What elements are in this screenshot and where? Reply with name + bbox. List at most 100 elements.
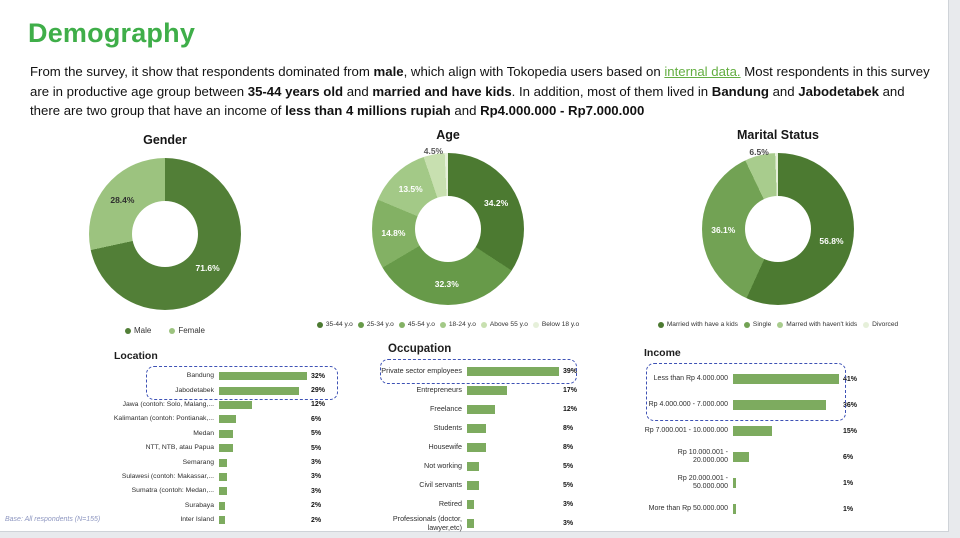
intro-segment: and: [343, 83, 373, 99]
bar: [733, 504, 736, 514]
legend-item: 25-34 y.o: [357, 321, 394, 328]
bar: [219, 458, 228, 467]
bar-category-label: Students: [433, 423, 462, 433]
bar-category-label: Jawa (contoh: Solo, Malang,...: [122, 401, 214, 409]
legend-label: Below 18 y.o: [541, 321, 580, 328]
bar-track: [467, 424, 559, 433]
legend-item: Married with have a kids: [657, 321, 738, 328]
legend-swatch-icon: [863, 321, 870, 328]
bar-value-label: 5%: [311, 430, 322, 438]
bar-category-label: Medan: [193, 429, 214, 437]
intro-segment: . In addition, most of them lived in: [511, 83, 712, 99]
bar-track: [733, 400, 839, 410]
bar-category-label: Civil servants: [419, 480, 462, 490]
bar-track: [467, 462, 559, 471]
bar-track: [467, 443, 559, 452]
bar-value-label: 3%: [311, 487, 322, 495]
bar: [467, 443, 486, 452]
bar-row: Housewife 8%: [378, 438, 583, 457]
income-bars: Less than Rp 4.000.000 41% Rp 4.000.000 - …: [642, 363, 858, 522]
bar: [467, 405, 496, 414]
slice-value-label: 4.5%: [423, 146, 444, 157]
bar-category-label: NTT, NTB, atau Papua: [145, 444, 214, 452]
bar-value-label: 6%: [311, 415, 322, 423]
gender-donut: 71.6% 28.4%: [89, 158, 241, 310]
bar: [733, 478, 736, 488]
bar-track: [219, 458, 307, 467]
bar: [219, 444, 233, 453]
bar-category-label: Rp 7.000.001 - 10.000.000: [644, 426, 728, 434]
slice-value-label: 14.8%: [381, 227, 406, 238]
legend-swatch-icon: [532, 321, 539, 328]
bar-track: [219, 516, 307, 525]
legend-item: Marred with haven't kids: [777, 321, 857, 328]
bar-row: Sumatra (contoh: Medan,... 3%: [112, 484, 340, 498]
legend-label: Single: [752, 321, 772, 328]
occupation-chart: Occupation Private sector employees 39% En…: [378, 343, 583, 533]
bar: [467, 519, 475, 528]
bar-value-label: 5%: [563, 482, 574, 489]
bar-value-label: 32%: [311, 372, 326, 380]
bar-category-label: Less than Rp 4.000.000: [653, 374, 728, 382]
bar-value-label: 1%: [843, 479, 854, 487]
bar-value-label: 5%: [311, 444, 322, 452]
legend-item: Single: [743, 321, 772, 328]
bar-row: Semarang 3%: [112, 455, 340, 469]
gender-chart-title: Gender: [143, 133, 187, 147]
bar: [219, 372, 307, 381]
bar-row: Freelance 12%: [378, 400, 583, 419]
bar-row: Bandung 32%: [112, 369, 340, 383]
bar-row: Students 8%: [378, 419, 583, 438]
income-chart-title: Income: [644, 347, 681, 359]
bar-track: [219, 415, 307, 424]
bar-value-label: 8%: [563, 425, 574, 432]
legend-swatch-icon: [169, 327, 176, 334]
bar-category-label: Retired: [438, 499, 462, 509]
legend-swatch-icon: [777, 321, 784, 328]
marital-legend: Married with have a kids Single Marred wit…: [636, 321, 920, 328]
page-title: Demography: [28, 18, 196, 48]
slice-value-label: 32.3%: [434, 278, 459, 289]
bar-category-label: Private sector employees: [381, 366, 462, 376]
bar-row: Sulawesi (contoh: Makassar,... 3%: [112, 470, 340, 484]
intro-segment: Rp4.000.000 - Rp7.000.000: [480, 103, 645, 118]
legend-label: Married with have a kids: [666, 321, 738, 328]
internal-data-link[interactable]: internal data.: [664, 64, 741, 79]
bar-category-label: Freelance: [430, 404, 462, 414]
marital-status-chart: Marital Status 56.8% 36.1% 6.5% Married wi…: [636, 128, 920, 328]
bar-row: Professionals (doctor, lawyer,etc) 3%: [378, 514, 583, 533]
legend-label: 18-24 y.o: [448, 321, 476, 328]
legend-item: Below 18 y.o: [532, 321, 580, 328]
legend-label: 25-34 y.o: [366, 321, 394, 328]
bar-category-label: Housewife: [428, 442, 462, 452]
bar: [467, 462, 479, 471]
bar-category-label: Bandung: [186, 372, 214, 380]
marital-donut: 56.8% 36.1% 6.5%: [702, 147, 854, 305]
marital-chart-title: Marital Status: [737, 128, 819, 142]
legend-label: Male: [133, 326, 152, 335]
intro-segment: , which align with Tokopedia users based…: [403, 64, 665, 79]
legend-swatch-icon: [124, 327, 131, 334]
bar-category-label: Rp 4.000.000 - 7.000.000: [648, 400, 728, 408]
bar-category-label: Professionals (doctor, lawyer,etc): [392, 514, 462, 532]
age-chart: Age 34.2% 32.3% 14.8% 13.5% 4.5% 35-44 y.o 25…: [306, 128, 590, 328]
legend-swatch-icon: [398, 321, 405, 328]
bar-row: Rp 7.000.001 - 10.000.000 15%: [642, 418, 857, 444]
donut-hole: [415, 196, 481, 262]
bar-track: [733, 504, 839, 514]
legend-item: Female: [169, 326, 205, 335]
bar-row: NTT, NTB, atau Papua 5%: [112, 441, 340, 455]
legend-item: 45-54 y.o: [398, 321, 435, 328]
bar-category-label: More than Rp 50.000.000: [648, 504, 728, 512]
bar-value-label: 41%: [843, 375, 858, 383]
donut-hole: [745, 196, 811, 262]
bar-value-label: 12%: [563, 406, 578, 413]
bar-value-label: 3%: [563, 520, 574, 527]
legend-label: 35-44 y.o: [325, 321, 353, 328]
bar-category-label: Inter Island: [180, 516, 214, 524]
bar-row: Kalimantan (contoh: Pontianak,... 6%: [112, 412, 340, 426]
bar-value-label: 17%: [563, 387, 578, 394]
bar: [467, 367, 559, 376]
bar-value-label: 3%: [311, 459, 322, 467]
legend-label: Above 55 y.o: [489, 321, 528, 328]
